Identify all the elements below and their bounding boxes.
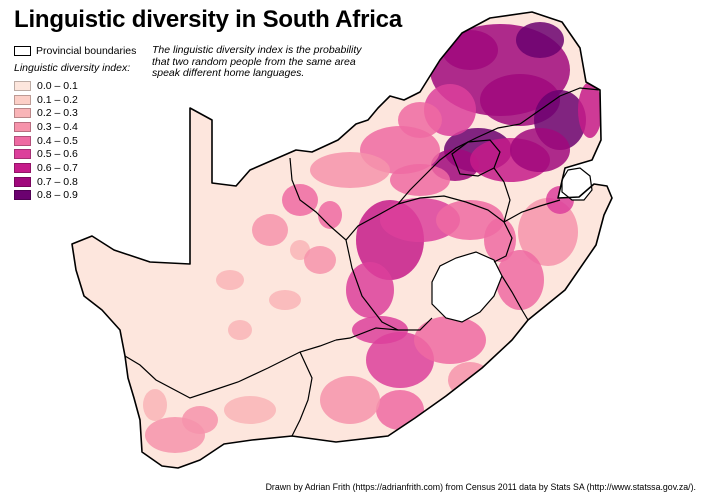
boundary-nw-lim — [397, 123, 521, 205]
legend-swatch — [14, 80, 31, 91]
legend-swatch — [14, 162, 31, 173]
legend-boundary-entry: Provincial boundaries — [14, 44, 136, 58]
legend-item: 0.0 – 0.1 — [14, 79, 136, 93]
diversity-region — [518, 198, 578, 266]
legend-item: 0.6 – 0.7 — [14, 161, 136, 175]
index-explanation-note: The linguistic diversity index is the pr… — [152, 44, 362, 79]
diversity-region — [578, 82, 602, 138]
boundary-free-state — [345, 195, 513, 331]
legend-item: 0.5 – 0.6 — [14, 147, 136, 161]
legend: Provincial boundaries Linguistic diversi… — [14, 44, 136, 202]
legend-swatch — [14, 176, 31, 187]
boundary-swatch — [14, 46, 31, 56]
boundary-nc-ec — [335, 317, 433, 341]
legend-item: 0.3 – 0.4 — [14, 120, 136, 134]
diversity-region — [414, 316, 486, 364]
lesotho-hole — [431, 251, 503, 323]
boundary-label: Provincial boundaries — [36, 45, 137, 57]
diversity-region — [290, 240, 310, 260]
legend-label: 0.2 – 0.3 — [37, 107, 78, 120]
legend-label: 0.1 – 0.2 — [37, 93, 78, 106]
diversity-region — [510, 128, 570, 172]
diversity-region — [310, 152, 390, 188]
boundary-mpu-fs — [493, 167, 505, 183]
boundary-ec-kzn — [501, 275, 529, 321]
legend-item: 0.1 – 0.2 — [14, 93, 136, 107]
legend-label: 0.8 – 0.9 — [37, 189, 78, 202]
diversity-region — [442, 30, 498, 70]
legend-swatch — [14, 149, 31, 160]
legend-swatch — [14, 135, 31, 146]
map-title: Linguistic diversity in South Africa — [14, 6, 402, 33]
diversity-region — [448, 362, 492, 398]
boundary-nc-wc — [124, 339, 337, 399]
diversity-region — [346, 262, 394, 318]
diversity-region — [352, 316, 408, 344]
diversity-region — [320, 376, 380, 424]
legend-label: 0.7 – 0.8 — [37, 175, 78, 188]
boundary-lim-mpu — [519, 87, 601, 125]
legend-label: 0.5 – 0.6 — [37, 148, 78, 161]
national-border — [71, 11, 613, 469]
credit-line: Drawn by Adrian Frith (https://adrianfri… — [265, 482, 696, 492]
legend-swatch — [14, 190, 31, 201]
legend-label: 0.6 – 0.7 — [37, 161, 78, 174]
legend-swatch — [14, 108, 31, 119]
legend-item: 0.7 – 0.8 — [14, 175, 136, 189]
legend-item: 0.4 – 0.5 — [14, 134, 136, 148]
diversity-region — [182, 406, 218, 434]
boundary-nc-nw — [289, 157, 399, 241]
legend-label: 0.0 – 0.1 — [37, 79, 78, 92]
diversity-region — [228, 320, 252, 340]
boundary-mpu-kzn — [503, 181, 561, 223]
eswatini-hole — [561, 167, 593, 201]
boundary-wc-ec — [291, 351, 313, 437]
diversity-region — [269, 290, 301, 310]
legend-title: Linguistic diversity index: — [14, 62, 131, 74]
diversity-region — [143, 389, 167, 421]
diversity-region — [224, 396, 276, 424]
boundary-gauteng — [451, 139, 501, 177]
legend-swatch — [14, 121, 31, 132]
diversity-shading — [143, 22, 602, 453]
legend-swatch — [14, 94, 31, 105]
legend-label: 0.3 – 0.4 — [37, 120, 78, 133]
legend-item: 0.2 – 0.3 — [14, 106, 136, 120]
diversity-region — [516, 22, 564, 58]
diversity-region — [496, 250, 544, 310]
legend-label: 0.4 – 0.5 — [37, 134, 78, 147]
legend-item: 0.8 – 0.9 — [14, 189, 136, 203]
diversity-region — [376, 390, 424, 430]
legend-items: 0.0 – 0.1 0.1 – 0.2 0.2 – 0.3 0.3 – 0.4 … — [14, 79, 136, 202]
diversity-region — [380, 198, 460, 242]
diversity-region — [216, 270, 244, 290]
diversity-region — [252, 214, 288, 246]
diversity-region — [318, 201, 342, 229]
provincial-boundaries — [124, 87, 601, 437]
diversity-region — [304, 246, 336, 274]
